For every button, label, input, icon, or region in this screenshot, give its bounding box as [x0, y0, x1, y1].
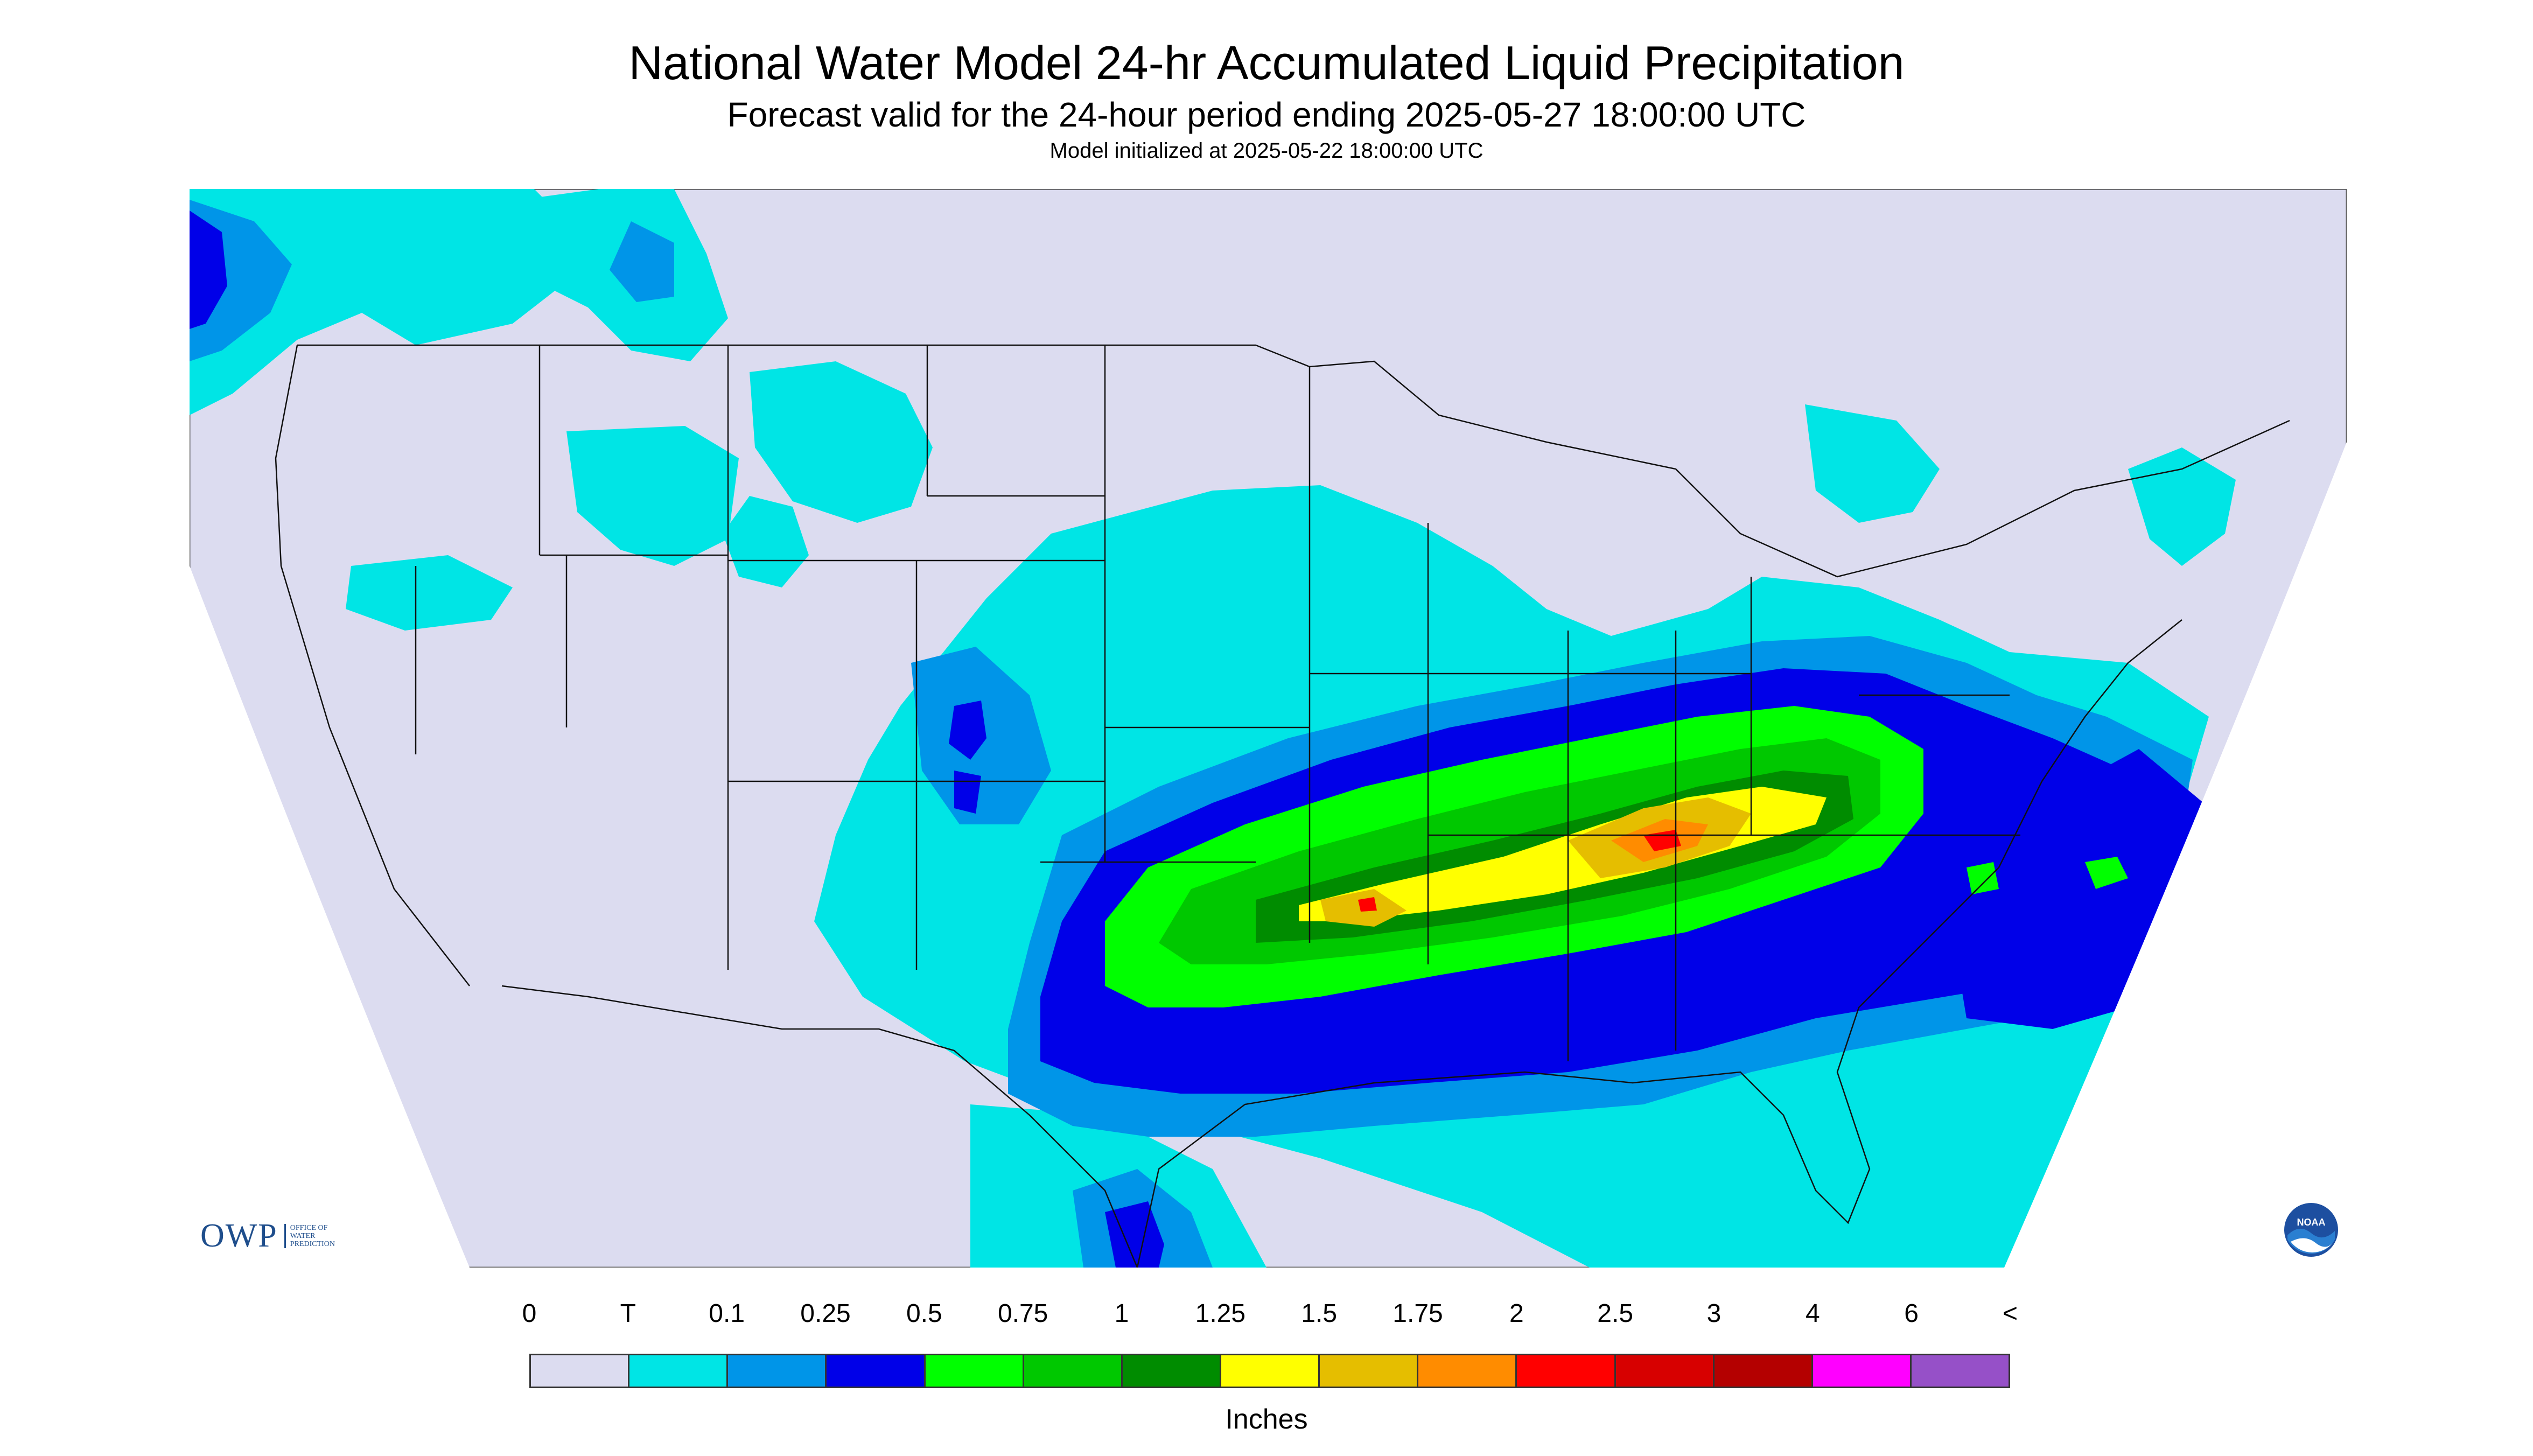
- noaa-logo: NOAA: [2283, 1202, 2339, 1258]
- coast-gulf: [1136, 619, 2182, 1268]
- legend-swatch: [629, 1355, 729, 1387]
- legend-swatch: [1320, 1355, 1419, 1387]
- owp-logo-mark: OWP: [200, 1217, 278, 1254]
- legend-tick-label: 0.25: [800, 1299, 851, 1328]
- legend-tick-label: 0.1: [709, 1299, 745, 1328]
- legend-colorbar: [529, 1354, 2010, 1388]
- legend-tick-label: 1.75: [1393, 1299, 1443, 1328]
- precip-025-colorado: [949, 701, 986, 760]
- no-data-east: [2004, 442, 2347, 1268]
- precip-01-montana: [610, 221, 674, 302]
- legend-swatch: [728, 1355, 827, 1387]
- noaa-logo-text: NOAA: [2297, 1217, 2326, 1228]
- boundaries-layer: [275, 344, 2290, 1268]
- map-subtitle: Forecast valid for the 24-hour period en…: [727, 95, 1806, 134]
- owp-logo: OWP OFFICE OF WATER PREDICTION: [200, 1217, 355, 1255]
- precip-trace-great-basin: [346, 555, 513, 631]
- legend-tick-label: 2.5: [1597, 1299, 1634, 1328]
- no-data-west: [190, 566, 470, 1268]
- legend-tick-label: 6: [1904, 1299, 1919, 1328]
- legend-swatch: [1221, 1355, 1320, 1387]
- precip-025-gulf-texas: [1105, 1201, 1164, 1268]
- legend-tick-label: 4: [1805, 1299, 1820, 1328]
- model-init-time: Model initialized at 2025-05-22 18:00:00…: [1049, 139, 1484, 163]
- owp-logo-subtitle: OFFICE OF WATER PREDICTION: [284, 1224, 355, 1248]
- precip-05-atlantic: [1967, 862, 1999, 894]
- legend-swatch: [1517, 1355, 1616, 1387]
- legend-tick-label: 2: [1509, 1299, 1524, 1328]
- legend-tick-label: 3: [1706, 1299, 1722, 1328]
- precip-trace-colorado: [723, 496, 809, 587]
- legend-tick-label: 1.5: [1301, 1299, 1338, 1328]
- us-canada-border: [297, 344, 2290, 578]
- legend-swatch: [1813, 1355, 1912, 1387]
- precip-2-west: [1358, 897, 1377, 912]
- legend-tick-label: 0.75: [997, 1299, 1048, 1328]
- state-lines-c: [415, 555, 1310, 970]
- legend-swatch: [827, 1355, 926, 1387]
- legend-tick-label: T: [620, 1299, 636, 1328]
- legend-swatch: [1024, 1355, 1123, 1387]
- legend-tick-label: 1: [1114, 1299, 1129, 1328]
- legend-swatch: [1911, 1355, 2009, 1387]
- us-mexico-border: [501, 985, 1138, 1268]
- precip-05-atlantic-2: [2085, 857, 2128, 889]
- state-lines-e: [1309, 367, 2020, 1061]
- precip-trace-northeast: [1805, 404, 1940, 523]
- precip-trace-montana: [480, 189, 728, 361]
- legend: 0 T 0.1 0.25 0.5 0.75 1 1.25 1.5 1.75 2 2.5 3 4 6 <: [522, 1299, 2018, 1406]
- legend-swatch: [1418, 1355, 1517, 1387]
- legend-swatch: [1714, 1355, 1813, 1387]
- precipitation-map: [190, 189, 2347, 1268]
- legend-tick-label: <: [2002, 1299, 2018, 1328]
- map-title: National Water Model 24-hr Accumulated L…: [628, 36, 1905, 89]
- legend-tick-label: 0: [522, 1299, 537, 1328]
- legend-tick-label: 0.5: [906, 1299, 942, 1328]
- legend-units: Inches: [1225, 1404, 1308, 1435]
- precip-trace-new-england: [2128, 447, 2236, 566]
- legend-swatch: [1122, 1355, 1221, 1387]
- precip-trace-northwest: [190, 189, 566, 415]
- legend-swatch: [1615, 1355, 1715, 1387]
- precip-025-northwest: [190, 211, 227, 329]
- precip-trace-idaho: [566, 426, 739, 566]
- legend-tick-label: 1.25: [1195, 1299, 1246, 1328]
- precip-layer: [190, 189, 2236, 1268]
- legend-swatch: [925, 1355, 1024, 1387]
- coast-west: [275, 345, 470, 986]
- precip-trace-wyoming: [750, 361, 933, 523]
- legend-swatch: [531, 1355, 630, 1387]
